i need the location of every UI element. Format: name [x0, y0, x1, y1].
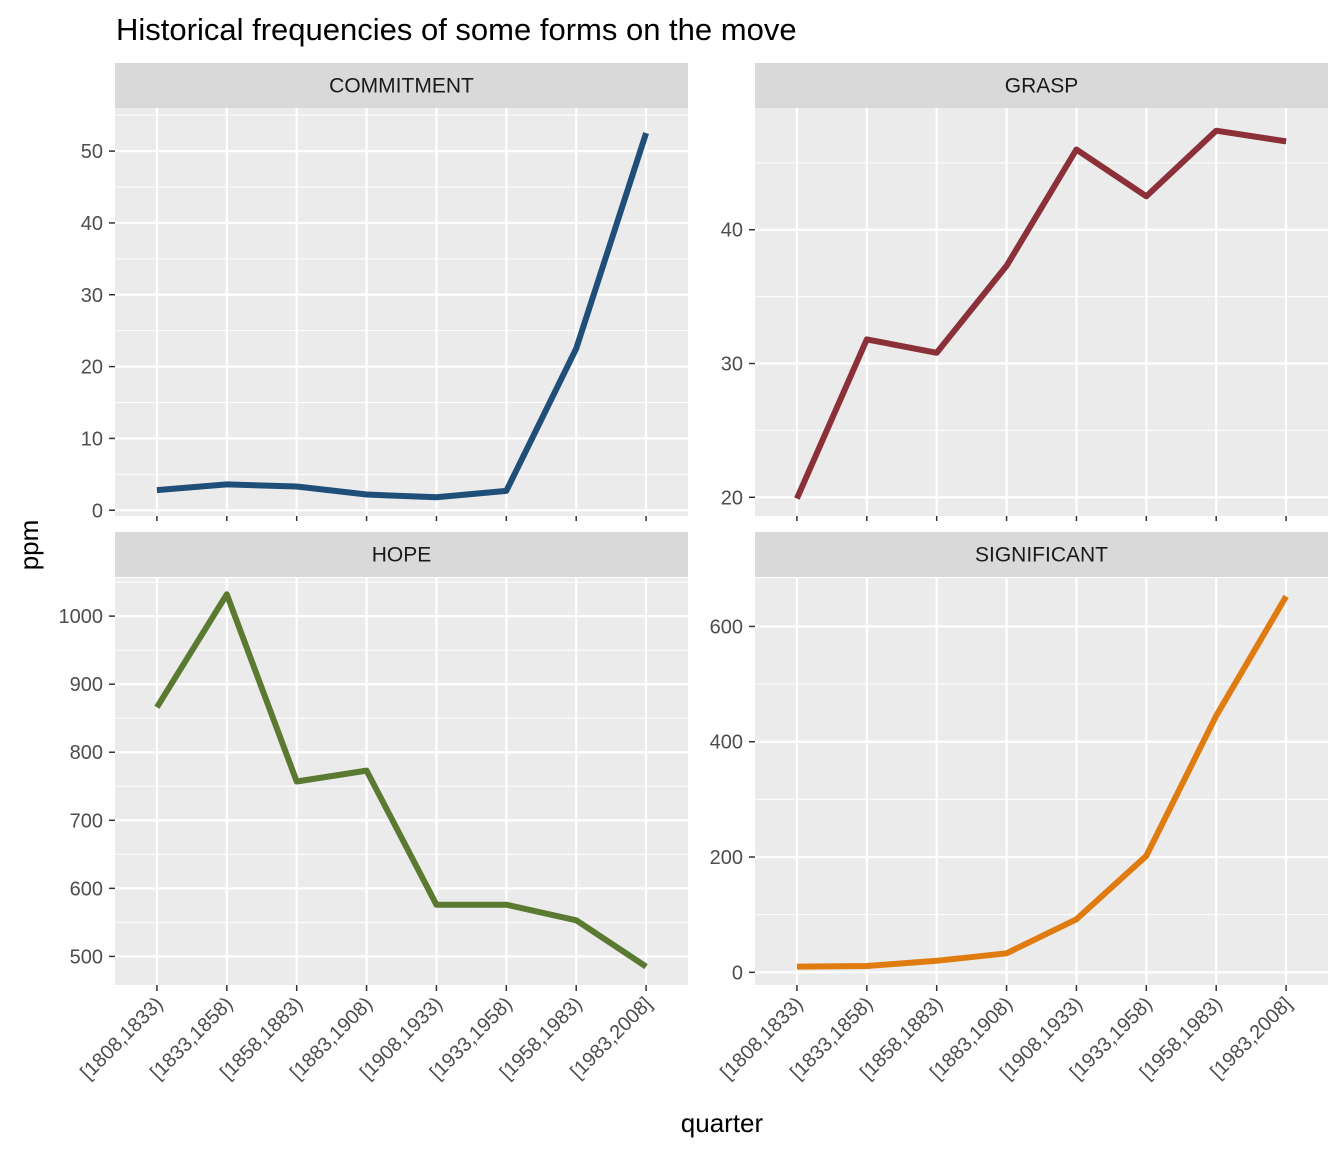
facet-grasp: GRASP 20 30 40: [721, 63, 1328, 521]
y-tick-label: 0: [92, 500, 103, 522]
panel-background: [755, 108, 1328, 516]
y-tick-label: 700: [70, 810, 103, 832]
facet-strip-label: HOPE: [372, 544, 432, 567]
y-tick-label: 500: [70, 946, 103, 968]
y-tick-label: 900: [70, 674, 103, 696]
facet-strip-label: SIGNIFICANT: [975, 544, 1108, 567]
panel-background: [115, 108, 688, 516]
facet-strip: [115, 532, 688, 577]
facet-significant: SIGNIFICANT0200400600[1808,1833)[1833,18…: [710, 532, 1328, 1084]
series-line-hope: [154, 591, 648, 970]
y-tick-label: 20: [721, 487, 743, 509]
facet-strip-label: COMMITMENT: [329, 75, 474, 98]
y-tick-label: 800: [70, 742, 103, 764]
y-tick-label: 600: [710, 616, 743, 638]
y-tick-label: 50: [81, 141, 103, 163]
y-tick-label: 600: [70, 878, 103, 900]
y-tick-label: 10: [81, 428, 103, 450]
series-line-significant: [796, 594, 1289, 970]
chart-title: Historical frequencies of some forms on …: [116, 12, 797, 47]
facet-strip: [755, 532, 1328, 577]
facet-strip: [115, 63, 688, 108]
y-tick-label: 400: [710, 732, 743, 754]
y-tick-label: 40: [721, 220, 743, 242]
facet-commitment: COMMITMENT 0 10 20 30 40 50: [81, 63, 688, 522]
panel-background: [755, 578, 1328, 985]
y-tick-label: 40: [81, 213, 103, 235]
facet-strip-label: GRASP: [1005, 75, 1079, 98]
y-tick-label: 1000: [59, 606, 104, 628]
y-axis-title: ppm: [14, 520, 44, 571]
panel-background: [115, 578, 688, 985]
facet-strip: [755, 63, 1328, 108]
y-tick-label: 30: [721, 354, 743, 376]
y-tick-label: 200: [710, 847, 743, 869]
x-axis-title: quarter: [681, 1108, 764, 1138]
y-tick-label: 0: [732, 962, 743, 984]
series-line-grasp: [794, 127, 1287, 500]
y-tick-label: 30: [81, 285, 103, 307]
y-tick-label: 20: [81, 357, 103, 379]
series-line-commitment: [156, 132, 649, 501]
